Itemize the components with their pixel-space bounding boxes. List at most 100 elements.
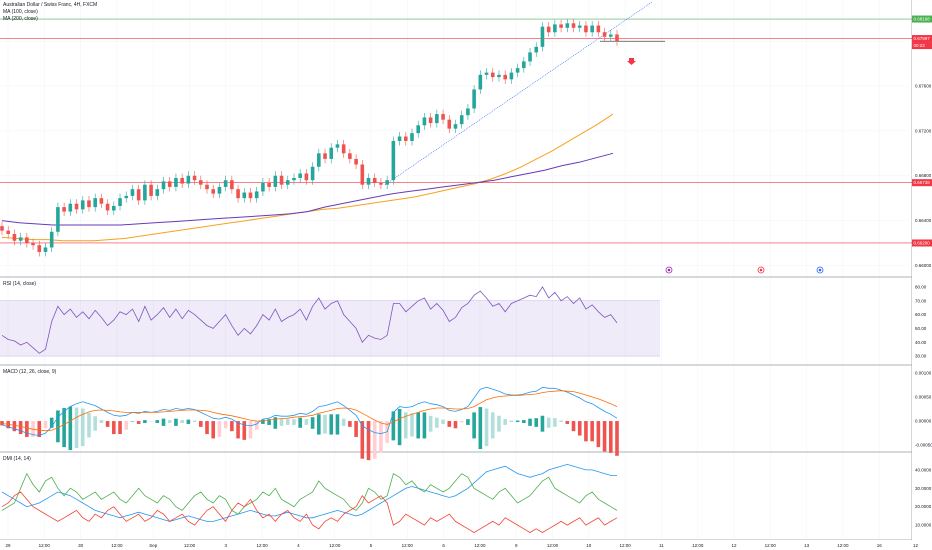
candle xyxy=(354,158,358,165)
macd-histogram-bar xyxy=(459,421,464,423)
candle xyxy=(435,114,439,124)
countdown-tag-bg xyxy=(912,42,932,50)
trend-line xyxy=(384,1,653,185)
rsi-tick-label: 30.00 xyxy=(915,354,927,359)
candle xyxy=(25,237,29,243)
candle xyxy=(261,182,265,192)
dmi-adx-line xyxy=(1,463,617,522)
candle xyxy=(453,124,458,129)
candle xyxy=(335,144,340,148)
time-tick-label: 12:00 xyxy=(402,543,414,548)
macd-histogram-bar xyxy=(186,419,191,424)
macd-histogram-bar xyxy=(453,421,458,429)
candle xyxy=(441,114,445,120)
current-price-tag-bg xyxy=(912,35,932,43)
candle xyxy=(466,108,470,116)
macd-histogram-bar xyxy=(615,421,619,456)
candle xyxy=(273,175,278,187)
candle xyxy=(205,184,209,190)
price-pane[interactable] xyxy=(0,1,912,274)
macd-histogram-bar xyxy=(317,414,321,435)
candle xyxy=(366,177,371,185)
macd-histogram-bar xyxy=(391,411,396,441)
candle xyxy=(217,186,222,194)
candle xyxy=(553,24,557,33)
macd-histogram-bar xyxy=(428,415,433,432)
candle xyxy=(254,191,259,199)
macd-histogram-bar xyxy=(124,421,129,430)
macd-histogram-bar xyxy=(74,407,79,449)
macd-histogram-bar xyxy=(25,421,29,437)
candle xyxy=(180,177,184,184)
candle xyxy=(279,175,284,185)
rsi-tick-label: 40.00 xyxy=(915,340,927,345)
time-tick-label: 16 xyxy=(877,543,883,548)
dmi-pane[interactable] xyxy=(1,463,618,533)
candle xyxy=(161,181,166,190)
macd-histogram-bar xyxy=(37,421,42,437)
candle xyxy=(341,144,346,154)
macd-histogram-bar xyxy=(608,421,613,453)
current-price-tag: 0.67997 xyxy=(914,36,931,41)
ma-slow-line xyxy=(1,152,614,226)
candle xyxy=(379,182,383,185)
macd-histogram-bar xyxy=(397,409,402,446)
macd-histogram-bar xyxy=(174,418,178,426)
candle xyxy=(130,189,135,196)
time-axis[interactable]: 29 12:00 30 12:00 Sep 12:00 3 12:00 4 12:00 5 12:00… xyxy=(0,540,932,550)
rsi-tick-label: 60.00 xyxy=(915,312,927,317)
candle xyxy=(540,26,545,47)
candle xyxy=(509,72,514,80)
price-tick-label: 0.66400 xyxy=(915,218,932,223)
macd-histogram-bar xyxy=(416,412,421,439)
chart-title: Australian Dollar / Swiss Franc, 4H, FXC… xyxy=(3,2,98,8)
dmi-minus-line xyxy=(1,491,618,533)
rsi-tick-label: 50.00 xyxy=(915,326,927,331)
time-tick-label: 30 xyxy=(78,543,84,548)
candle xyxy=(310,166,315,181)
candle xyxy=(397,136,402,141)
candle xyxy=(559,24,563,28)
candle xyxy=(118,198,122,206)
macd-histogram-bar xyxy=(435,417,439,428)
macd-histogram-bar xyxy=(298,417,302,428)
macd-histogram-bar xyxy=(167,420,172,423)
candle xyxy=(242,192,247,199)
candle xyxy=(43,247,48,252)
ma-slow-label: MA (200, close) xyxy=(3,16,38,22)
rsi-pane[interactable] xyxy=(0,286,660,357)
macd-histogram-bar xyxy=(279,418,284,426)
event-icon-core xyxy=(759,268,763,272)
candle xyxy=(31,242,35,246)
event-icon-core xyxy=(667,268,671,272)
macd-histogram-bar xyxy=(304,419,309,425)
rsi-tick-label: 80.00 xyxy=(915,284,927,289)
candle xyxy=(143,184,147,201)
upper-resistance-tag-bg xyxy=(912,15,932,23)
dmi-plus-line xyxy=(1,472,618,515)
candle xyxy=(230,180,234,190)
candle xyxy=(192,175,197,181)
candle xyxy=(37,245,42,252)
time-tick-label: 5 xyxy=(370,543,373,548)
time-tick-label: 12:00 xyxy=(474,543,486,548)
macd-histogram-bar xyxy=(292,419,296,425)
candle xyxy=(534,46,539,53)
macd-histogram-bar xyxy=(198,421,203,427)
candle xyxy=(105,203,110,211)
macd-histogram-bar xyxy=(565,421,570,424)
macd-histogram-bar xyxy=(341,418,346,426)
candle xyxy=(56,207,60,232)
candle xyxy=(317,153,321,167)
macd-histogram-bar xyxy=(112,421,116,435)
macd-pane[interactable] xyxy=(0,386,619,461)
middle-support-tag-bg xyxy=(912,179,932,187)
candle xyxy=(528,52,532,62)
candle xyxy=(459,115,464,125)
price-axis[interactable]: 0.680000.676000.672000.668000.664000.660… xyxy=(912,0,932,550)
macd-histogram-bar xyxy=(503,419,507,425)
candle xyxy=(155,189,160,196)
middle-support-tag: 0.66738 xyxy=(914,180,931,185)
macd-histogram-bar xyxy=(80,408,85,447)
